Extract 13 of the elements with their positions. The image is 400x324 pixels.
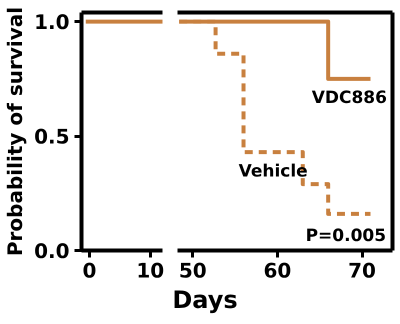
y-axis-title: Probability of survival <box>3 6 28 256</box>
annotation: P=0.005 <box>306 226 386 246</box>
x-axis-title: Days <box>172 285 238 316</box>
y-tick-label: 0.0 <box>34 239 70 263</box>
y-tick-label: 0.5 <box>34 124 70 149</box>
x-tick-label: 10 <box>136 258 164 282</box>
series-label: Vehicle <box>238 161 308 182</box>
x-tick-label: 60 <box>263 258 292 282</box>
x-tick-label: 50 <box>178 258 207 282</box>
y-tick-label: 1.0 <box>34 10 70 34</box>
x-tick-label: 70 <box>348 258 376 282</box>
x-tick-label: 0 <box>82 258 96 282</box>
series-label: VDC886 <box>312 88 387 108</box>
